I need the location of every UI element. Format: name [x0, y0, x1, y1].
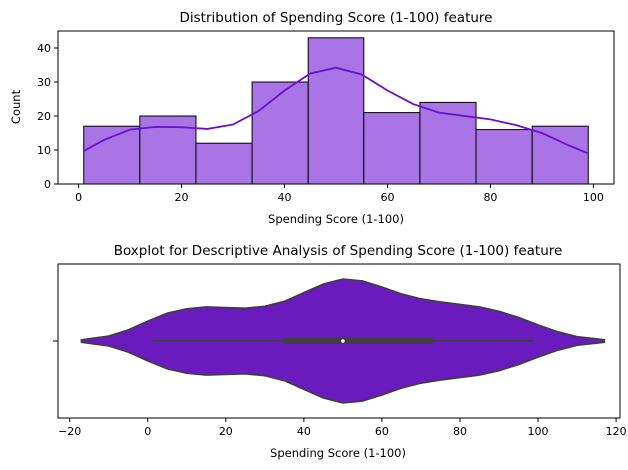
x-tick-label: 20 — [219, 425, 233, 438]
histogram-y-ticks: 0 10 20 30 40 — [37, 42, 58, 191]
histogram-x-label: Spending Score (1-100) — [268, 212, 404, 226]
y-tick-label: 20 — [37, 110, 51, 123]
histogram-bars — [83, 37, 589, 185]
y-tick-label: 10 — [37, 144, 51, 157]
x-tick-label: 0 — [75, 191, 82, 204]
histogram-bar — [251, 81, 309, 185]
histogram-y-label: Count — [9, 89, 23, 124]
x-tick-label: 60 — [375, 425, 389, 438]
histogram-bar — [195, 142, 253, 185]
x-tick-label: 40 — [297, 425, 311, 438]
x-tick-label: 80 — [483, 191, 497, 204]
x-tick-label: 120 — [606, 425, 627, 438]
histogram-bar — [531, 125, 589, 185]
violin-box — [283, 338, 433, 344]
histogram-x-ticks: 0 20 40 60 80 100 — [75, 184, 604, 204]
y-tick-label: 0 — [44, 178, 51, 191]
y-tick-label: 30 — [37, 76, 51, 89]
violin-panel: Boxplot for Descriptive Analysis of Spen… — [53, 243, 627, 460]
histogram-bar — [475, 129, 533, 185]
histogram-panel: Distribution of Spending Score (1-100) f… — [9, 10, 615, 226]
violin-x-ticks: −20 0 20 40 60 80 100 120 — [58, 418, 627, 438]
x-tick-label: 20 — [175, 191, 189, 204]
kde-line — [83, 66, 589, 155]
histogram-bar — [363, 112, 421, 185]
histogram-bar — [83, 125, 141, 185]
x-tick-label: 40 — [278, 191, 292, 204]
x-tick-label: −20 — [58, 425, 81, 438]
histogram-title: Distribution of Spending Score (1-100) f… — [180, 10, 493, 26]
x-tick-label: 60 — [380, 191, 394, 204]
violin-title: Boxplot for Descriptive Analysis of Spen… — [114, 243, 563, 259]
x-tick-label: 80 — [453, 425, 467, 438]
x-tick-label: 100 — [528, 425, 549, 438]
histogram-plot-frame — [57, 30, 615, 185]
x-tick-label: 100 — [583, 191, 604, 204]
x-tick-label: 0 — [144, 425, 151, 438]
histogram-bar — [307, 37, 365, 185]
violin-median — [341, 339, 345, 343]
y-tick-label: 40 — [37, 42, 51, 55]
violin-x-label: Spending Score (1-100) — [270, 446, 406, 460]
